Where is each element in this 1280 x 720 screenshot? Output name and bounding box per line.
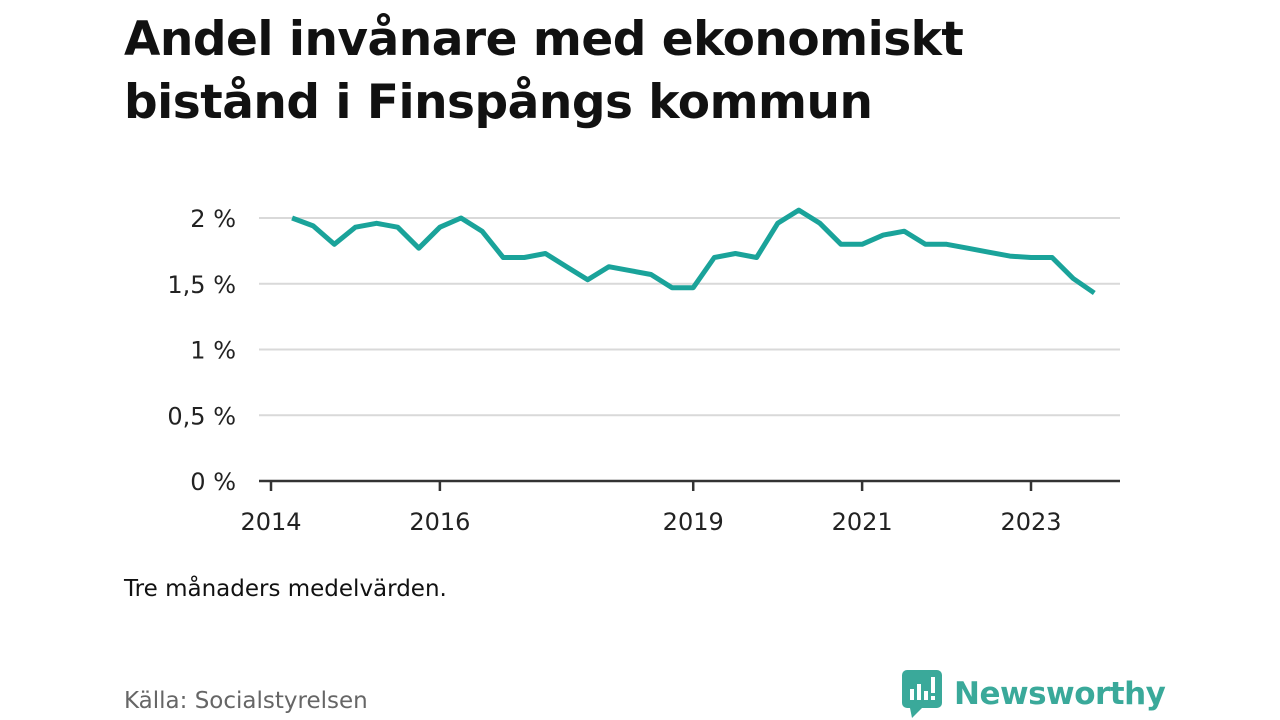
x-tick-label: 2023 bbox=[1000, 508, 1061, 536]
brand-name: Newsworthy bbox=[954, 676, 1166, 712]
y-tick-label: 1,5 % bbox=[167, 271, 236, 299]
x-tick-label: 2021 bbox=[832, 508, 893, 536]
series-line bbox=[291, 207, 1096, 296]
y-tick-label: 0,5 % bbox=[167, 402, 236, 430]
chart-note: Tre månaders medelvärden. bbox=[124, 576, 447, 602]
x-tick-label: 2019 bbox=[663, 508, 724, 536]
y-tick-label: 2 % bbox=[190, 205, 236, 233]
source-credit: Källa: Socialstyrelsen bbox=[124, 688, 368, 714]
x-tick-label: 2016 bbox=[409, 508, 470, 536]
chart-title: Andel invånare med ekonomiskt bistånd i … bbox=[124, 12, 964, 130]
y-tick-label: 0 % bbox=[190, 468, 236, 496]
y-tick-label: 1 % bbox=[190, 337, 236, 365]
brand-logo[interactable]: Newsworthy bbox=[902, 670, 1166, 718]
newsworthy-logo-icon bbox=[902, 670, 942, 718]
x-tick-label: 2014 bbox=[240, 508, 301, 536]
